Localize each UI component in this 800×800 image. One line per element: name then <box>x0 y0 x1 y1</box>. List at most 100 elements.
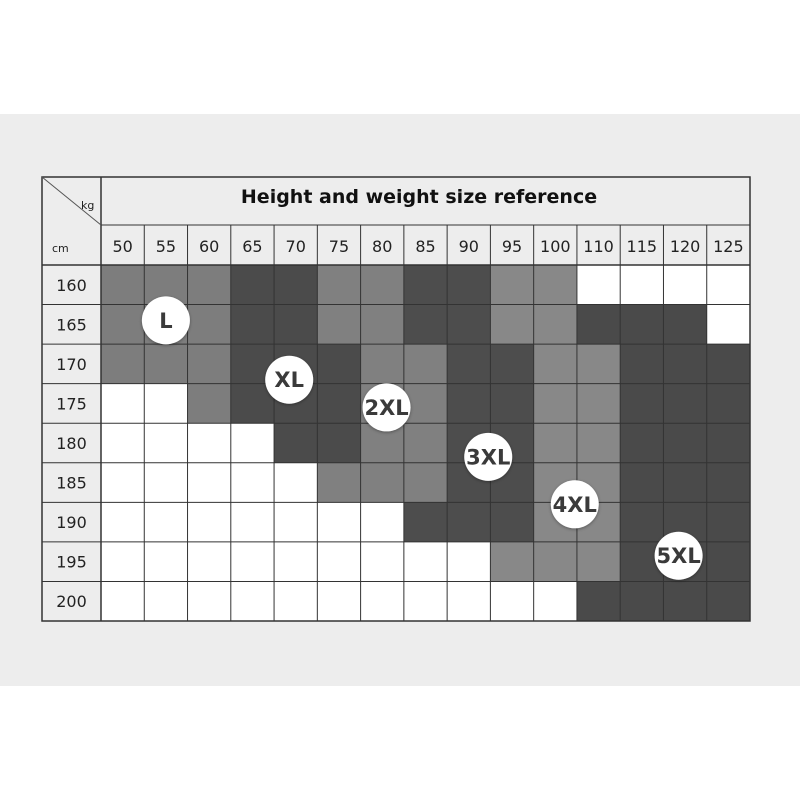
cell-180-85-2xl <box>403 423 448 463</box>
weight-tick-label: 125 <box>713 237 744 256</box>
cell-180-60-empty <box>187 423 231 463</box>
cell-200-55-empty <box>144 581 188 621</box>
cell-160-60-l <box>187 265 231 305</box>
cell-185-80-2xl <box>360 462 404 503</box>
weight-tick-label: 75 <box>329 237 349 256</box>
size-label-text: 5XL <box>657 544 701 568</box>
cell-200-70-empty <box>274 581 318 621</box>
cell-190-95-3xl <box>490 502 534 542</box>
cell-160-70-xl <box>274 265 318 305</box>
cell-175-95-3xl <box>490 383 534 424</box>
cell-195-125-5xl <box>706 541 750 582</box>
cell-170-60-l <box>187 344 231 384</box>
weight-unit-label: kg <box>81 199 94 212</box>
weight-tick-label: 100 <box>540 237 571 256</box>
cell-175-50-empty <box>101 383 145 424</box>
weight-tick-label: 65 <box>242 237 262 256</box>
cell-165-60-l <box>187 304 231 345</box>
height-tick-label: 185 <box>56 474 87 493</box>
size-label-bubble <box>141 296 190 345</box>
cell-170-100-4xl <box>533 344 577 384</box>
cell-165-95-4xl <box>490 304 534 345</box>
cell-180-100-4xl <box>533 423 577 463</box>
chart-border <box>41 176 751 622</box>
cell-165-80-2xl <box>360 304 404 345</box>
size-label-2xl: 2XL <box>362 383 411 432</box>
cell-175-115-5xl <box>620 383 664 424</box>
cell-180-110-4xl <box>576 423 621 463</box>
cell-160-125-empty <box>706 265 750 305</box>
cell-180-70-xl <box>274 423 318 463</box>
cell-200-125-5xl <box>706 581 750 621</box>
cell-195-70-empty <box>274 541 318 582</box>
cell-195-80-empty <box>360 541 404 582</box>
cell-200-60-empty <box>187 581 231 621</box>
cell-160-50-l <box>101 265 145 305</box>
cell-160-115-empty <box>620 265 664 305</box>
cell-185-65-empty <box>230 462 275 503</box>
cell-180-125-5xl <box>706 423 750 463</box>
cell-200-80-empty <box>360 581 404 621</box>
cell-160-110-empty <box>576 265 621 305</box>
cell-165-110-5xl <box>576 304 621 345</box>
weight-tick-label: 60 <box>199 237 219 256</box>
cell-190-80-empty <box>360 502 404 542</box>
cell-200-100-empty <box>533 581 577 621</box>
size-label-text: 4XL <box>553 493 597 517</box>
cell-195-50-empty <box>101 541 145 582</box>
weight-tick-label: 115 <box>627 237 658 256</box>
cell-165-120-5xl <box>663 304 707 345</box>
cell-175-55-empty <box>144 383 188 424</box>
cell-160-90-3xl <box>447 265 491 305</box>
size-label-text: 3XL <box>466 445 510 469</box>
cell-180-115-5xl <box>620 423 664 463</box>
cell-170-110-4xl <box>576 344 621 384</box>
cell-190-125-5xl <box>706 502 750 542</box>
weight-tick-label: 110 <box>583 237 614 256</box>
height-tick-label: 170 <box>56 355 87 374</box>
cell-165-85-3xl <box>403 304 448 345</box>
weight-tick-label: 80 <box>372 237 392 256</box>
size-label-bubble <box>265 355 314 404</box>
cell-195-65-empty <box>230 541 275 582</box>
cell-170-95-3xl <box>490 344 534 384</box>
weight-tick-label: 55 <box>156 237 176 256</box>
cell-200-120-5xl <box>663 581 707 621</box>
cell-195-85-empty <box>403 541 448 582</box>
cell-170-75-xl <box>317 344 361 384</box>
cell-170-80-2xl <box>360 344 404 384</box>
cell-190-75-empty <box>317 502 361 542</box>
cell-165-75-2xl <box>317 304 361 345</box>
height-tick-label: 190 <box>56 513 87 532</box>
cell-175-120-5xl <box>663 383 707 424</box>
cell-170-115-5xl <box>620 344 664 384</box>
cell-195-110-4xl <box>576 541 621 582</box>
cell-160-65-xl <box>230 265 275 305</box>
cell-200-50-empty <box>101 581 145 621</box>
cell-175-65-xl <box>230 383 275 424</box>
cell-200-110-5xl <box>576 581 621 621</box>
cell-190-60-empty <box>187 502 231 542</box>
cell-185-75-2xl <box>317 462 361 503</box>
cell-165-125-empty <box>706 304 750 345</box>
cell-195-55-empty <box>144 541 188 582</box>
cell-200-75-empty <box>317 581 361 621</box>
cell-180-50-empty <box>101 423 145 463</box>
corner-diagonal <box>41 176 102 226</box>
cell-185-70-empty <box>274 462 318 503</box>
height-unit-label: cm <box>52 242 69 255</box>
cell-190-70-empty <box>274 502 318 542</box>
cell-165-90-3xl <box>447 304 491 345</box>
cell-160-95-4xl <box>490 265 534 305</box>
cell-165-50-l <box>101 304 145 345</box>
weight-tick-label: 70 <box>286 237 306 256</box>
cell-185-115-5xl <box>620 462 664 503</box>
size-label-text: XL <box>274 368 304 392</box>
cell-195-60-empty <box>187 541 231 582</box>
cell-200-65-empty <box>230 581 275 621</box>
height-tick-label: 200 <box>56 592 87 611</box>
weight-tick-label: 95 <box>502 237 522 256</box>
cell-175-75-xl <box>317 383 361 424</box>
cell-165-100-4xl <box>533 304 577 345</box>
